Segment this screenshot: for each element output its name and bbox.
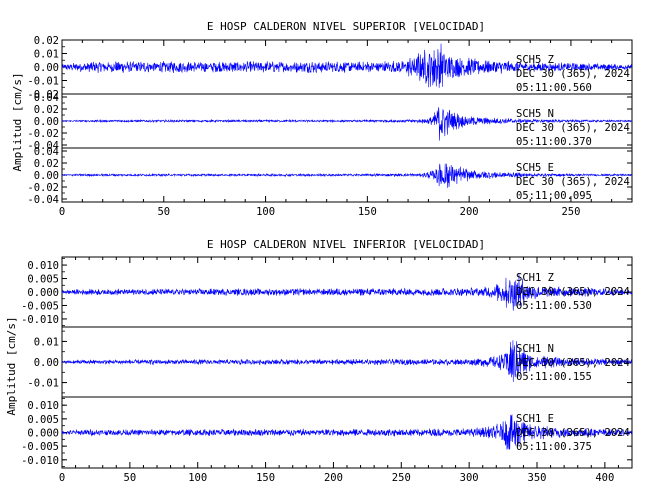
x-tick-label: 400 xyxy=(595,472,614,484)
y-ticks: 0.040.020.00-0.02-0.04 xyxy=(27,146,632,206)
time-label: 05:11:00.095 xyxy=(516,190,592,202)
date-label: DEC 30 (365), 2024 xyxy=(516,427,630,439)
y-tick-label: 0.00 xyxy=(34,62,59,74)
y-tick-label: -0.04 xyxy=(27,194,59,206)
y-tick-label: -0.02 xyxy=(27,128,59,140)
y-tick-label: 0.01 xyxy=(34,336,59,348)
date-label: DEC 30 (365), 2024 xyxy=(516,122,630,134)
time-label: 05:11:00.530 xyxy=(516,300,592,312)
x-axis-inferior: 0 50 100 150 200 250 300 350 400 xyxy=(59,257,633,484)
y-tick-label: -0.010 xyxy=(21,455,59,467)
time-label: 05:11:00.560 xyxy=(516,82,592,94)
chart-inferior: E HOSP CALDERON NIVEL INFERIOR [VELOCIDA… xyxy=(5,238,633,484)
time-label: 05:11:00.370 xyxy=(516,136,592,148)
station-label: SCH1 Z xyxy=(516,272,554,284)
y-tick-label: 0.02 xyxy=(34,35,59,47)
x-tick-label: 200 xyxy=(460,206,479,218)
waveform-trace-sch1-e xyxy=(61,414,633,450)
time-label: 05:11:00.375 xyxy=(516,441,592,453)
waveform-trace-sch5-z xyxy=(61,43,633,88)
y-tick-label: -0.01 xyxy=(27,378,59,390)
y-tick-label: 0.000 xyxy=(27,428,59,440)
chart-title-inferior: E HOSP CALDERON NIVEL INFERIOR [VELOCIDA… xyxy=(207,238,485,251)
x-tick-label: 200 xyxy=(324,472,343,484)
x-tick-label: 50 xyxy=(124,472,137,484)
y-tick-label: 0.005 xyxy=(27,414,59,426)
x-tick-label: 50 xyxy=(157,206,170,218)
y-tick-label: 0.02 xyxy=(34,104,59,116)
y-tick-label: 0.005 xyxy=(27,274,59,286)
y-ticks: 0.01 0.00 -0.01 xyxy=(27,330,632,394)
y-tick-label: 0.00 xyxy=(34,170,59,182)
y-axis-title-superior: Amplitud [cm/s] xyxy=(11,72,24,171)
y-tick-label: 0.01 xyxy=(34,49,59,61)
y-tick-label: -0.02 xyxy=(27,89,59,101)
y-axis-title-inferior: Amplitud [cm/s] xyxy=(5,316,18,415)
waveform-trace-sch1-n xyxy=(61,340,633,382)
x-tick-label: 250 xyxy=(561,206,580,218)
y-ticks: 0.040.020.00-0.02-0.04 xyxy=(27,92,632,152)
y-tick-label: 0.04 xyxy=(34,92,59,104)
date-label: DEC 30 (365), 2024 xyxy=(516,357,630,369)
x-tick-label: 300 xyxy=(460,472,479,484)
panel-sch5-e: 0.040.020.00-0.02-0.04 SCH5 E DEC 30 (36… xyxy=(27,146,633,206)
panel-sch5-z: 0.02 0.010.00 -0.01-0.02 SCH5 Z DEC 30 (36… xyxy=(27,35,633,101)
time-label: 05:11:00.155 xyxy=(516,371,592,383)
waveform-trace-sch5-n xyxy=(61,107,633,141)
station-label: SCH5 E xyxy=(516,162,554,174)
y-tick-label: 0.02 xyxy=(34,158,59,170)
y-tick-label: -0.02 xyxy=(27,182,59,194)
station-label: SCH5 Z xyxy=(516,54,554,66)
x-tick-label: 0 xyxy=(59,472,65,484)
x-tick-label: 350 xyxy=(528,472,547,484)
y-tick-label: 0.00 xyxy=(34,357,59,369)
y-tick-label: -0.01 xyxy=(27,76,59,88)
y-tick-label: -0.005 xyxy=(21,441,59,453)
y-tick-label: 0.04 xyxy=(34,146,59,158)
x-axis-superior: 0 50 100 150 200 250 xyxy=(59,40,633,218)
x-tick-label: 100 xyxy=(188,472,207,484)
panel-sch1-e: 0.010 0.005 0.000-0.005 -0.010 SCH1 E DEC 3… xyxy=(21,396,633,469)
y-tick-label: 0.00 xyxy=(34,116,59,128)
y-tick-label: 0.000 xyxy=(27,287,59,299)
panel-sch5-n: 0.040.020.00-0.02-0.04 SCH5 N DEC 30 (36… xyxy=(27,92,633,152)
chart-superior: E HOSP CALDERON NIVEL SUPERIOR [VELOCIDA… xyxy=(11,20,633,218)
date-label: DEC 30 (365), 2024 xyxy=(516,286,630,298)
date-label: DEC 30 (365), 2024 xyxy=(516,176,630,188)
y-tick-label: -0.005 xyxy=(21,300,59,312)
station-label: SCH1 N xyxy=(516,343,554,355)
x-tick-label: 150 xyxy=(358,206,377,218)
waveform-trace-sch1-z xyxy=(61,273,633,311)
y-tick-label: -0.04 xyxy=(27,140,59,152)
x-tick-label: 0 xyxy=(59,206,65,218)
chart-title-superior: E HOSP CALDERON NIVEL SUPERIOR [VELOCIDA… xyxy=(207,20,485,33)
x-tick-label: 150 xyxy=(256,472,275,484)
x-tick-label: 100 xyxy=(256,206,275,218)
panel-sch1-n: 0.010.00-0.01 SCH1 N DEC 30 (365), 2024 … xyxy=(27,326,633,398)
date-label: DEC 30 (365), 2024 xyxy=(516,68,630,80)
station-label: SCH5 N xyxy=(516,108,554,120)
y-tick-label: 0.010 xyxy=(27,260,59,272)
station-label: SCH1 E xyxy=(516,413,554,425)
y-tick-label: 0.010 xyxy=(27,400,59,412)
y-tick-label: -0.010 xyxy=(21,314,59,326)
x-tick-label: 250 xyxy=(392,472,411,484)
y-ticks: 0.010 0.005 0.000-0.005 -0.010 xyxy=(21,397,632,468)
waveform-trace-sch5-e xyxy=(61,163,633,188)
